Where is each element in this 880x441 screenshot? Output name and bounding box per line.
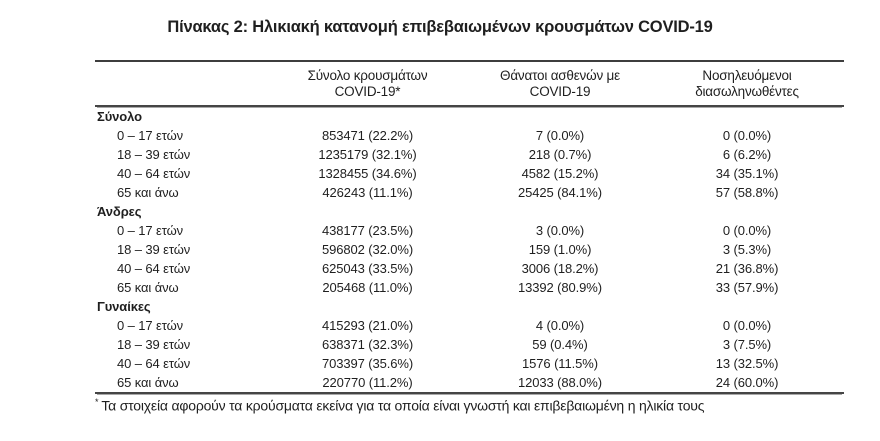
deaths-value: 25425 (84.1%) <box>518 185 602 200</box>
intubated-value: 34 (35.1%) <box>715 166 779 181</box>
cases-value: 596802 (32.0%) <box>321 242 414 257</box>
intubated-value: 0 (0.0%) <box>722 223 772 238</box>
age-group-label: 65 και άνω <box>117 280 179 295</box>
section-label: Άνδρες <box>97 204 142 219</box>
cases-value: 625043 (33.5%) <box>321 261 414 276</box>
deaths-value: 4 (0.0%) <box>535 318 585 333</box>
intubated-value: 0 (0.0%) <box>722 318 772 333</box>
covid-age-distribution-table: Σύνολο κρουσμάτων COVID-19* Θάνατοι ασθε… <box>95 60 844 394</box>
cases-value: 438177 (23.5%) <box>321 223 414 238</box>
section-label: Σύνολο <box>97 109 142 124</box>
age-group-label: 65 και άνω <box>117 185 179 200</box>
cases-value: 1328455 (34.6%) <box>318 166 417 181</box>
deaths-value: 1576 (11.5%) <box>522 356 598 371</box>
cases-value: 205468 (11.0%) <box>322 280 413 295</box>
cases-value: 1235179 (32.1%) <box>318 147 417 162</box>
footnote-asterisk: * <box>95 397 99 407</box>
deaths-value: 3 (0.0%) <box>535 223 585 238</box>
age-group-label: 18 – 39 ετών <box>117 242 191 257</box>
cases-value: 638371 (32.3%) <box>321 337 414 352</box>
cases-value: 853471 (22.2%) <box>321 128 414 143</box>
column-header-deaths-line2: COVID-19 <box>529 83 591 99</box>
footnote: * Τα στοιχεία αφορούν τα κρούσματα εκείνα… <box>95 393 704 415</box>
table-row: 0 – 17 ετών 853471 (22.2%) 7 (0.0%) 0 (0… <box>95 126 844 145</box>
age-group-label: 40 – 64 ετών <box>117 261 191 276</box>
table-row: 0 – 17 ετών 438177 (23.5%) 3 (0.0%) 0 (0… <box>95 221 844 240</box>
table-header-row: Σύνολο κρουσμάτων COVID-19* Θάνατοι ασθε… <box>95 60 844 107</box>
intubated-value: 21 (36.8%) <box>715 261 779 276</box>
intubated-value: 24 (60.0%) <box>715 375 779 390</box>
section-label: Γυναίκες <box>97 299 151 314</box>
table-row: 40 – 64 ετών 1328455 (34.6%) 4582 (15.2%… <box>95 164 844 183</box>
section-header-men: Άνδρες <box>95 202 844 221</box>
table-body: Σύνολο 0 – 17 ετών 853471 (22.2%) 7 (0.0… <box>95 107 844 394</box>
deaths-value: 7 (0.0%) <box>535 128 585 143</box>
intubated-value: 3 (5.3%) <box>722 242 772 257</box>
table-row: 65 και άνω 205468 (11.0%) 13392 (80.9%) … <box>95 278 844 297</box>
intubated-value: 3 (7.5%) <box>722 337 772 352</box>
deaths-value: 12033 (88.0%) <box>518 375 602 390</box>
table-row: 40 – 64 ετών 625043 (33.5%) 3006 (18.2%)… <box>95 259 844 278</box>
deaths-value: 4582 (15.2%) <box>521 166 599 181</box>
column-header-intubated-line1: Νοσηλευόμενοι <box>702 67 792 83</box>
age-group-label: 40 – 64 ετών <box>117 356 191 371</box>
deaths-value: 13392 (80.9%) <box>518 280 602 295</box>
table-row: 0 – 17 ετών 415293 (21.0%) 4 (0.0%) 0 (0… <box>95 316 844 335</box>
cases-value: 426243 (11.1%) <box>322 185 413 200</box>
section-header-total: Σύνολο <box>95 107 844 126</box>
age-group-label: 18 – 39 ετών <box>117 337 191 352</box>
table-row: 65 και άνω 220770 (11.2%) 12033 (88.0%) … <box>95 373 844 392</box>
age-group-label: 65 και άνω <box>117 375 179 390</box>
cases-value: 220770 (11.2%) <box>322 375 413 390</box>
deaths-value: 218 (0.7%) <box>528 147 592 162</box>
deaths-value: 59 (0.4%) <box>532 337 588 352</box>
table-row: 65 και άνω 426243 (11.1%) 25425 (84.1%) … <box>95 183 844 202</box>
section-header-women: Γυναίκες <box>95 297 844 316</box>
intubated-value: 33 (57.9%) <box>715 280 779 295</box>
intubated-value: 6 (6.2%) <box>722 147 772 162</box>
deaths-value: 159 (1.0%) <box>528 242 592 257</box>
cases-value: 415293 (21.0%) <box>321 318 414 333</box>
intubated-value: 0 (0.0%) <box>722 128 772 143</box>
column-header-cases-line2: COVID-19* <box>334 83 401 99</box>
column-header-deaths: Θάνατοι ασθενών με COVID-19 <box>470 68 650 100</box>
age-group-label: 18 – 39 ετών <box>117 147 191 162</box>
table-row: 40 – 64 ετών 703397 (35.6%) 1576 (11.5%)… <box>95 354 844 373</box>
age-group-label: 40 – 64 ετών <box>117 166 191 181</box>
age-group-label: 0 – 17 ετών <box>117 223 184 238</box>
age-group-label: 0 – 17 ετών <box>117 128 184 143</box>
table-row: 18 – 39 ετών 596802 (32.0%) 159 (1.0%) 3… <box>95 240 844 259</box>
column-header-intubated-line2: διασωληνωθέντες <box>695 83 799 99</box>
table-title: Πίνακας 2: Ηλικιακή κατανομή επιβεβαιωμέ… <box>167 18 713 36</box>
table-row: 18 – 39 ετών 1235179 (32.1%) 218 (0.7%) … <box>95 145 844 164</box>
intubated-value: 13 (32.5%) <box>715 356 779 371</box>
age-group-label: 0 – 17 ετών <box>117 318 184 333</box>
column-header-intubated: Νοσηλευόμενοι διασωληνωθέντες <box>650 68 844 100</box>
column-header-deaths-line1: Θάνατοι ασθενών με <box>500 67 620 83</box>
column-header-cases-line1: Σύνολο κρουσμάτων <box>307 67 428 83</box>
intubated-value: 57 (58.8%) <box>715 185 779 200</box>
table-row: 18 – 39 ετών 638371 (32.3%) 59 (0.4%) 3 … <box>95 335 844 354</box>
cases-value: 703397 (35.6%) <box>321 356 414 371</box>
column-header-cases: Σύνολο κρουσμάτων COVID-19* <box>265 68 470 100</box>
footnote-text: Τα στοιχεία αφορούν τα κρούσματα εκείνα … <box>101 397 705 414</box>
deaths-value: 3006 (18.2%) <box>521 261 599 276</box>
